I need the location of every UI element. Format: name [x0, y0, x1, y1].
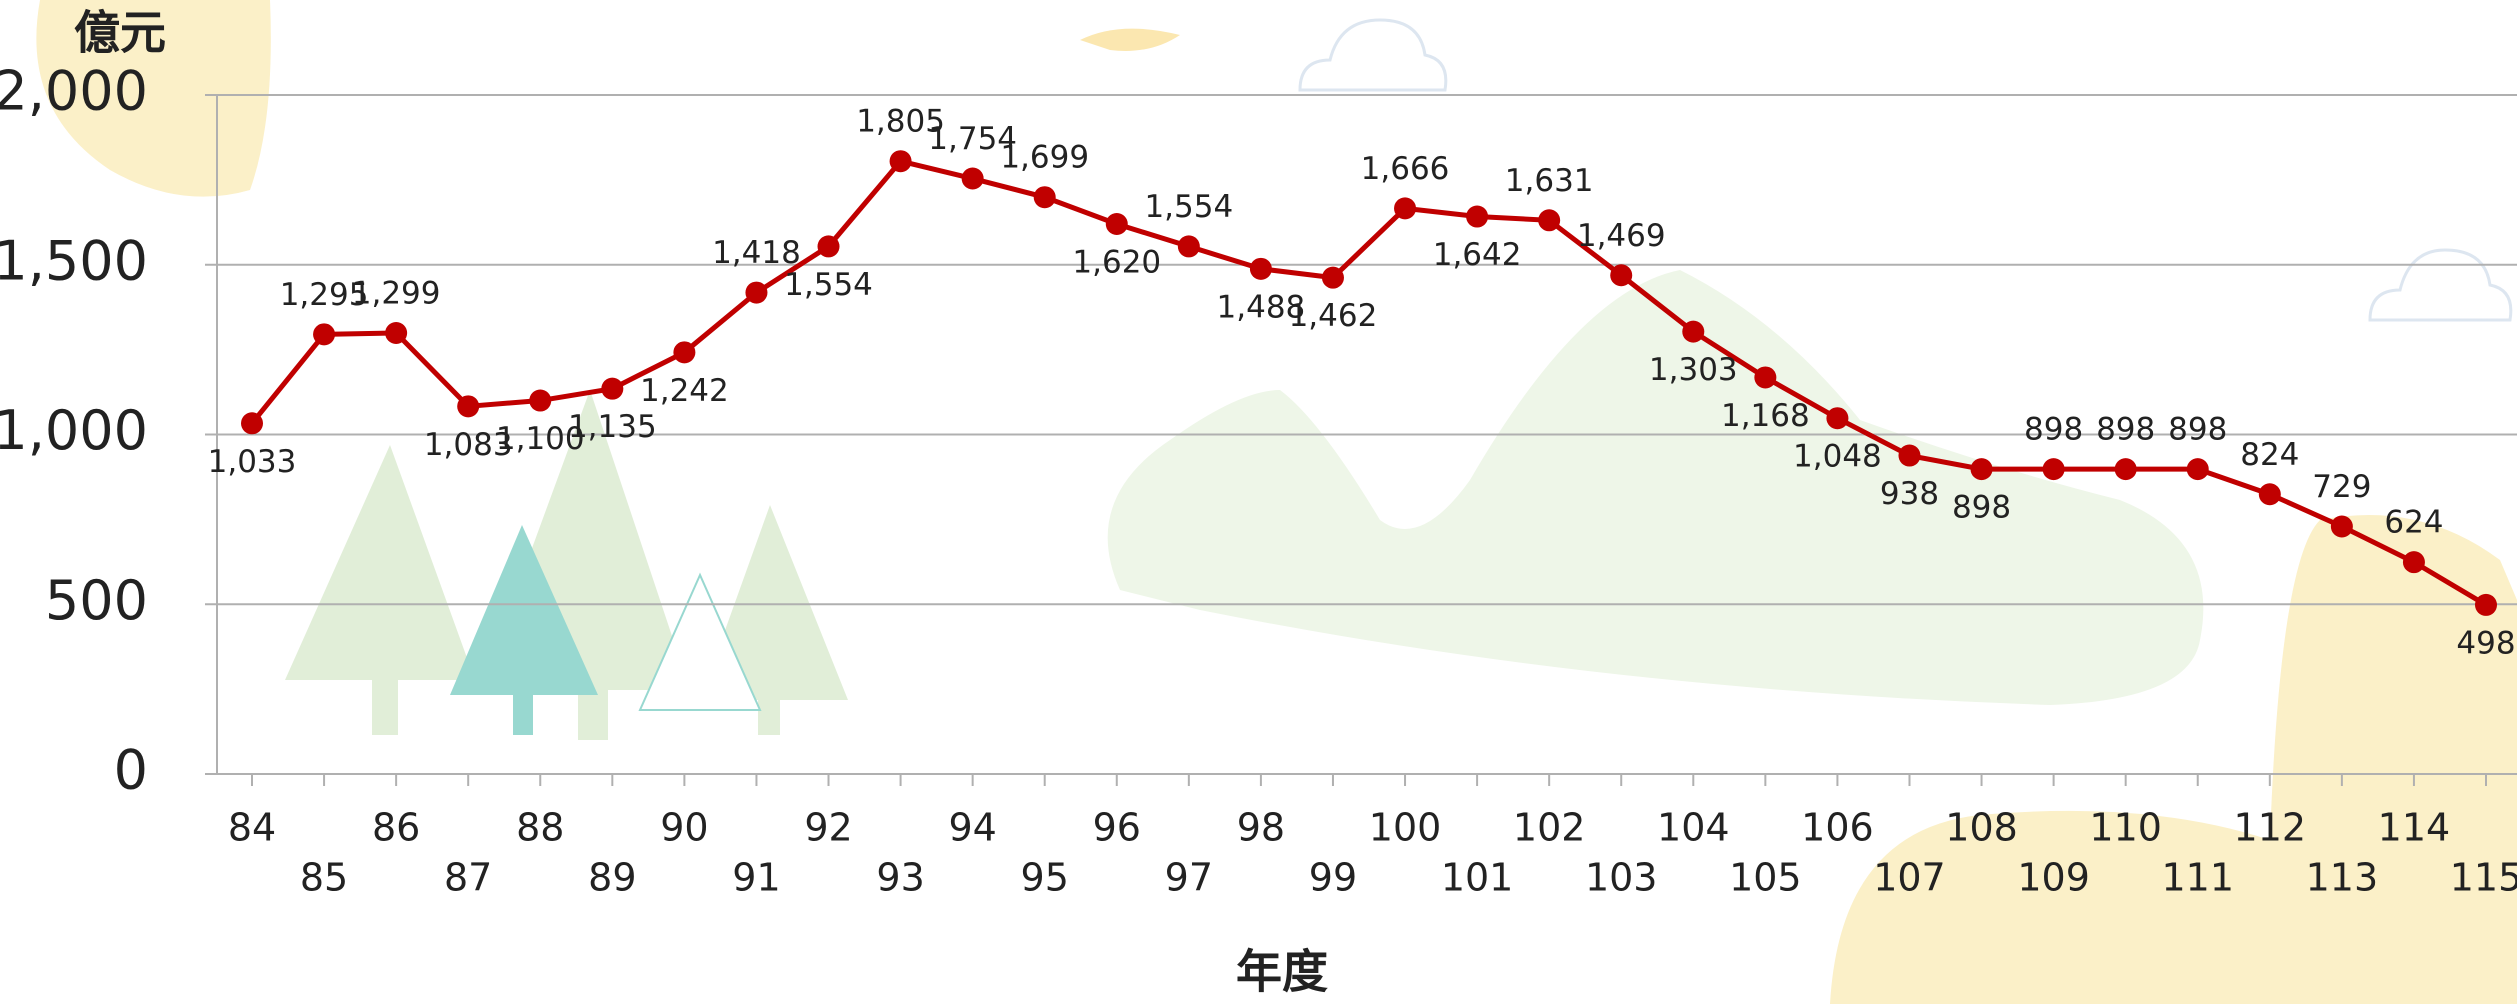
value-label: 898 [2024, 412, 2083, 448]
point [1250, 258, 1272, 280]
value-label: 1,462 [1289, 298, 1378, 334]
value-label: 1,299 [352, 275, 441, 311]
point [529, 390, 551, 412]
value-label: 1,242 [640, 373, 729, 409]
x-tick-label: 91 [732, 856, 780, 900]
x-tick-label: 112 [2234, 806, 2307, 850]
point [962, 168, 984, 190]
value-label: 1,469 [1577, 218, 1666, 254]
x-tick-label: 108 [1945, 806, 2018, 850]
x-tick-label: 105 [1729, 856, 1802, 900]
y-tick-label: 500 [45, 569, 148, 632]
value-label: 1,168 [1721, 398, 1810, 434]
point [818, 235, 840, 257]
point [1178, 235, 1200, 257]
value-label: 729 [2312, 469, 2371, 505]
x-tick-label: 87 [444, 856, 492, 900]
x-tick-label: 97 [1165, 856, 1213, 900]
point [313, 323, 335, 345]
x-tick-label: 114 [2378, 806, 2451, 850]
value-label: 624 [2384, 505, 2443, 541]
x-tick-label: 115 [2450, 856, 2517, 900]
value-label: 1,303 [1649, 352, 1738, 388]
point [2043, 458, 2065, 480]
x-tick-label: 111 [2161, 856, 2234, 900]
point [1322, 267, 1344, 289]
x-tick-label: 99 [1309, 856, 1357, 900]
x-tick-label: 88 [516, 806, 564, 850]
value-label: 1,620 [1072, 245, 1161, 281]
point [241, 412, 263, 434]
point [2115, 458, 2137, 480]
point [2331, 516, 2353, 538]
x-tick-label: 103 [1585, 856, 1658, 900]
value-label: 824 [2240, 437, 2299, 473]
point [1538, 209, 1560, 231]
x-tick-label: 110 [2089, 806, 2162, 850]
value-label: 1,699 [1000, 140, 1089, 176]
value-label: 1,135 [568, 409, 657, 445]
y-axis-title: 億元 [74, 6, 166, 60]
value-label: 498 [2456, 625, 2515, 661]
x-tick-label: 113 [2306, 856, 2379, 900]
x-tick-label: 90 [660, 806, 708, 850]
x-tick-label: 95 [1021, 856, 1069, 900]
point [1610, 264, 1632, 286]
value-label: 898 [2096, 412, 2155, 448]
x-tick-label: 93 [876, 856, 924, 900]
point [1106, 213, 1128, 235]
point [1754, 366, 1776, 388]
value-label: 1,554 [784, 267, 873, 303]
point [2259, 483, 2281, 505]
point [890, 150, 912, 172]
point [1034, 186, 1056, 208]
value-label: 1,048 [1793, 439, 1882, 475]
value-label: 1,554 [1144, 189, 1233, 225]
chart: 億元 年度 0 500 1,000 1,500 2,000 84 85 86 87 88 89 90 9… [0, 0, 2517, 1004]
point [1898, 445, 1920, 467]
y-tick-label: 1,500 [0, 229, 148, 292]
value-label: 1,631 [1505, 163, 1594, 199]
x-tick-label: 98 [1237, 806, 1285, 850]
x-tick-label: 101 [1441, 856, 1514, 900]
x-tick-label: 96 [1093, 806, 1141, 850]
x-tick-label: 104 [1657, 806, 1730, 850]
x-tick-label: 109 [2017, 856, 2090, 900]
value-label: 938 [1880, 476, 1939, 512]
point [385, 322, 407, 344]
x-tick-label: 92 [804, 806, 852, 850]
x-tick-label: 84 [228, 806, 276, 850]
value-label: 1,666 [1361, 151, 1450, 187]
x-tick-label: 86 [372, 806, 420, 850]
point [1394, 197, 1416, 219]
x-tick-label: 85 [300, 856, 348, 900]
point [2187, 458, 2209, 480]
value-label: 1,642 [1433, 237, 1522, 273]
point [2403, 551, 2425, 573]
x-tick-label: 106 [1801, 806, 1874, 850]
value-label: 1,418 [712, 235, 801, 271]
background-decoration [36, 0, 2517, 1004]
x-tick-label: 100 [1369, 806, 1442, 850]
x-tick-label: 107 [1873, 856, 1946, 900]
point [601, 378, 623, 400]
point [1466, 206, 1488, 228]
point [745, 282, 767, 304]
point [1971, 458, 1993, 480]
y-tick-label: 1,000 [0, 399, 148, 462]
value-label: 898 [2168, 412, 2227, 448]
point [673, 341, 695, 363]
point [457, 395, 479, 417]
point [1682, 321, 1704, 343]
x-tick-label: 94 [948, 806, 996, 850]
x-axis-title: 年度 [1236, 945, 1328, 999]
point [1826, 407, 1848, 429]
x-tick-label: 102 [1513, 806, 1586, 850]
y-tick-label: 0 [114, 739, 148, 802]
y-tick-label: 2,000 [0, 60, 148, 123]
x-tick-label: 89 [588, 856, 636, 900]
value-label: 1,033 [208, 444, 297, 480]
value-label: 898 [1952, 490, 2011, 526]
point [2475, 594, 2497, 616]
